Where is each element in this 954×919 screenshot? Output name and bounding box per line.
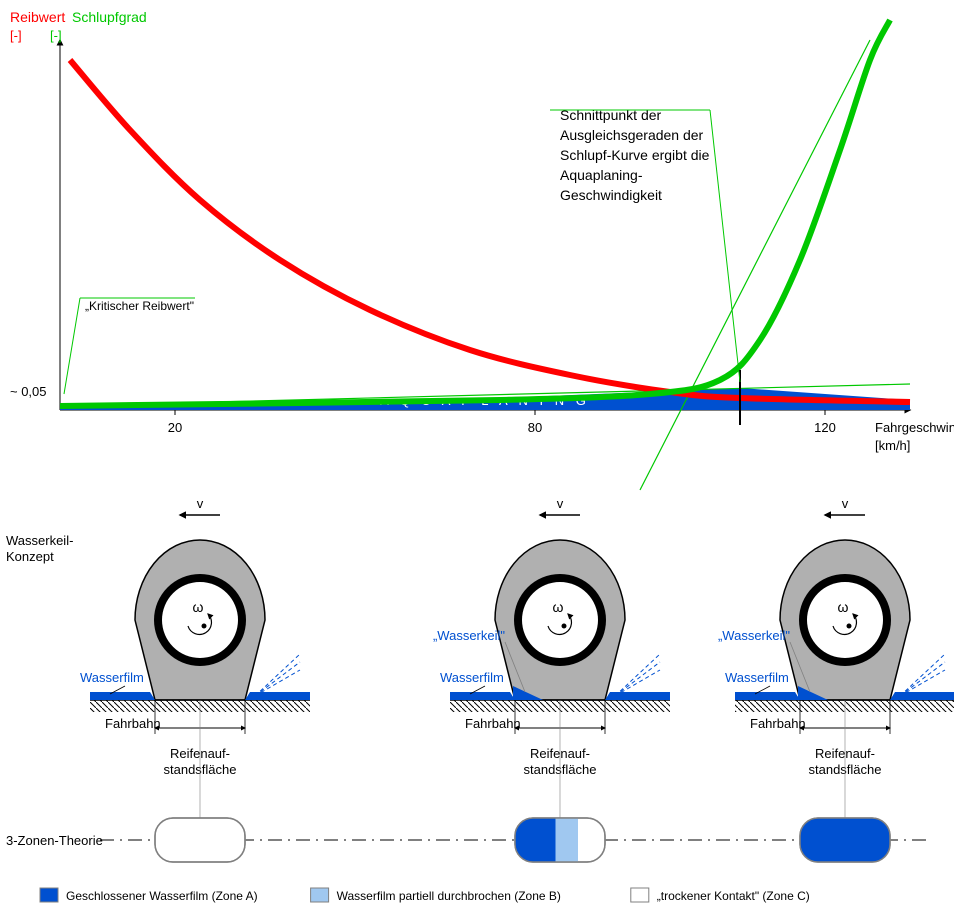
tire-diagram: vωWasserfilm„Wasserkeil"FahrbahnReifenau… [433,496,670,818]
svg-text:Fahrbahn: Fahrbahn [105,716,161,731]
zone-shape [515,818,605,862]
svg-text:ω: ω [193,599,204,615]
zone-theory-label: 3-Zonen-Theorie [6,833,103,848]
legend-label: „trockener Kontakt" (Zone C) [657,889,810,903]
y-tick-005: ~ 0,05 [10,384,47,399]
y-label-2: Schlupfgrad [72,9,147,25]
annotation-right: Ausgleichsgeraden der [560,127,704,143]
svg-text:Wasserfilm: Wasserfilm [80,670,144,685]
svg-text:Fahrbahn: Fahrbahn [465,716,521,731]
svg-text:[-]: [-] [10,28,22,43]
wasserkeil-konzept-label: Wasserkeil- [6,533,73,548]
svg-text:[km/h]: [km/h] [875,438,910,453]
svg-text:ω: ω [838,599,849,615]
svg-text:v: v [842,496,849,511]
svg-text:[-]: [-] [50,28,62,43]
legend-swatch [631,888,649,902]
annotation-right: Schnittpunkt der [560,107,662,123]
zone-shape [155,818,245,862]
svg-text:ω: ω [553,599,564,615]
legend-label: Geschlossener Wasserfilm (Zone A) [66,889,258,903]
x-tick: 20 [168,420,182,435]
x-axis-label: Fahrgeschwindigkeit v [875,420,954,435]
zone-shape [800,818,890,862]
legend-swatch [40,888,58,902]
svg-text:v: v [557,496,564,511]
red-friction-curve [70,60,910,402]
y-label-1: Reibwert [10,9,65,25]
annotation-right: Geschwindigkeit [560,187,662,203]
svg-text:Wasserfilm: Wasserfilm [440,670,504,685]
tire-diagram: vωWasserfilm„Wasserkeil"FahrbahnReifenau… [718,496,954,818]
legend-swatch [311,888,329,902]
svg-text:v: v [197,496,204,511]
green-slip-curve [60,20,890,406]
annotation-right: Aquaplaning- [560,167,643,183]
x-tick: 80 [528,420,542,435]
svg-text:„Wasserkeil": „Wasserkeil" [433,628,505,643]
x-tick: 120 [814,420,836,435]
svg-text:Wasserfilm: Wasserfilm [725,670,789,685]
svg-text:Fahrbahn: Fahrbahn [750,716,806,731]
svg-text:„Wasserkeil": „Wasserkeil" [718,628,790,643]
legend-label: Wasserfilm partiell durchbrochen (Zone B… [337,889,561,903]
wasserkeil-konzept-label: Konzept [6,549,54,564]
tire-diagram: vωWasserfilmFahrbahnReifenauf-standsfläc… [80,496,310,818]
annotation-left: „Kritischer Reibwert" [85,299,194,313]
annotation-right: Schlupf-Kurve ergibt die [560,147,710,163]
